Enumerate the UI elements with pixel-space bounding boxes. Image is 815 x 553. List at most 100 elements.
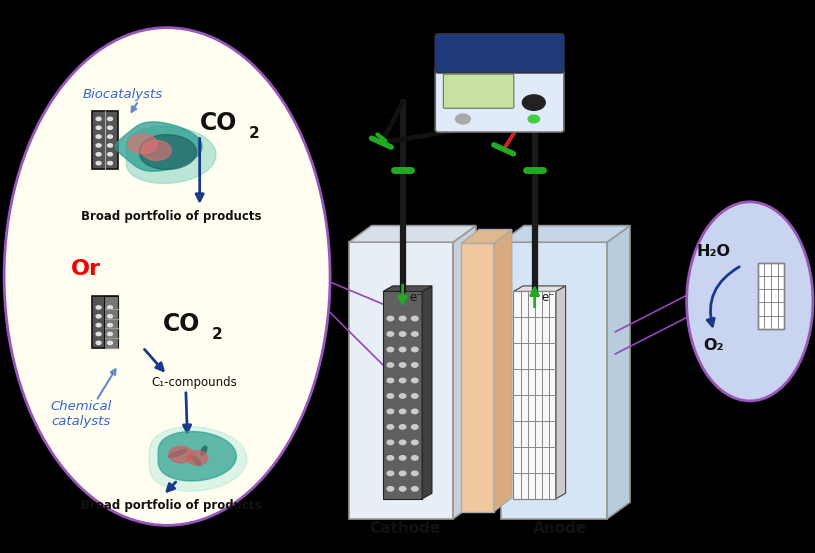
Circle shape [108,126,112,129]
Circle shape [387,487,394,491]
Circle shape [108,332,112,336]
Circle shape [399,487,406,491]
Circle shape [412,316,418,321]
Circle shape [387,347,394,352]
Polygon shape [501,226,630,242]
Text: CO: CO [163,311,200,336]
Text: Biocatalysts: Biocatalysts [82,87,162,101]
FancyBboxPatch shape [435,69,564,132]
Circle shape [412,425,418,429]
FancyBboxPatch shape [435,34,564,73]
Circle shape [399,394,406,398]
Circle shape [108,135,112,138]
Polygon shape [494,229,512,512]
Text: 2: 2 [212,327,222,342]
Polygon shape [501,242,607,519]
Circle shape [399,471,406,476]
Circle shape [412,456,418,460]
Circle shape [108,341,112,345]
Polygon shape [513,291,556,499]
Polygon shape [461,243,494,512]
Circle shape [412,440,418,445]
Polygon shape [513,286,566,291]
Ellipse shape [4,28,330,525]
Polygon shape [607,226,630,519]
Circle shape [528,115,540,123]
Circle shape [108,161,112,165]
Circle shape [169,446,193,463]
Circle shape [108,306,112,309]
FancyBboxPatch shape [758,263,784,329]
Circle shape [412,487,418,491]
Polygon shape [349,242,453,519]
Circle shape [387,409,394,414]
Circle shape [96,126,101,129]
Text: CO: CO [200,111,237,135]
Circle shape [399,425,406,429]
Circle shape [412,363,418,367]
Circle shape [387,440,394,445]
Text: e⁻: e⁻ [409,291,423,304]
Circle shape [108,117,112,121]
Circle shape [387,456,394,460]
Ellipse shape [190,454,201,466]
Polygon shape [349,226,476,242]
Circle shape [412,332,418,336]
Circle shape [96,315,101,318]
Circle shape [96,161,101,165]
Text: Cathode: Cathode [369,521,441,536]
Text: Chemical
catalysts: Chemical catalysts [51,400,112,427]
Polygon shape [422,286,432,499]
Circle shape [108,324,112,327]
Circle shape [399,456,406,460]
FancyBboxPatch shape [92,111,118,169]
Circle shape [399,332,406,336]
Circle shape [399,378,406,383]
Text: O₂: O₂ [703,338,725,353]
Circle shape [142,140,171,160]
FancyBboxPatch shape [92,296,118,348]
Text: Anode: Anode [533,521,587,536]
FancyBboxPatch shape [104,296,118,348]
Circle shape [387,378,394,383]
Circle shape [412,471,418,476]
Polygon shape [453,226,476,519]
Circle shape [96,341,101,345]
FancyBboxPatch shape [443,74,514,108]
Circle shape [96,153,101,156]
Circle shape [387,316,394,321]
Circle shape [399,363,406,367]
Circle shape [128,134,157,154]
Circle shape [387,363,394,367]
Text: Or: Or [71,259,100,279]
Circle shape [96,135,101,138]
Text: e⁻: e⁻ [541,291,555,304]
Text: 2: 2 [249,126,259,142]
Circle shape [387,471,394,476]
Ellipse shape [168,449,187,458]
Ellipse shape [687,202,813,401]
Text: Broad portfolio of products: Broad portfolio of products [81,210,262,223]
Polygon shape [383,286,432,291]
Circle shape [96,117,101,121]
Text: Broad portfolio of products: Broad portfolio of products [81,499,262,512]
Circle shape [96,144,101,147]
Text: C₁-compounds: C₁-compounds [151,376,237,389]
Polygon shape [556,286,566,499]
Circle shape [399,440,406,445]
Ellipse shape [200,445,208,456]
Polygon shape [383,291,422,499]
Polygon shape [149,427,247,491]
Circle shape [387,332,394,336]
Circle shape [387,425,394,429]
Circle shape [456,114,470,124]
Circle shape [108,153,112,156]
Polygon shape [139,135,196,169]
Circle shape [399,316,406,321]
Circle shape [399,347,406,352]
Circle shape [522,95,545,111]
Circle shape [399,409,406,414]
Circle shape [96,332,101,336]
Circle shape [96,324,101,327]
Circle shape [108,315,112,318]
